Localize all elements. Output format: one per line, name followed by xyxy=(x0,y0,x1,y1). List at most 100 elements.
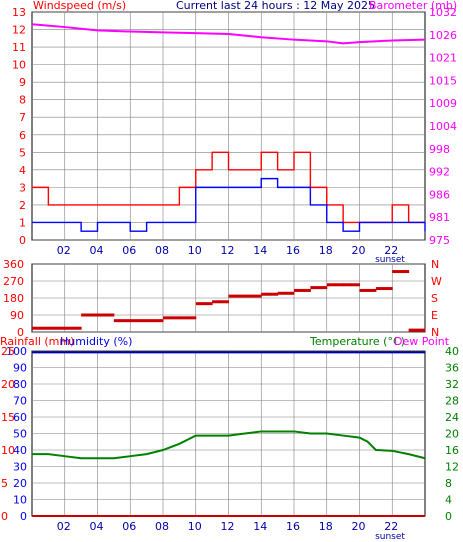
temperature-tick-label: 28 xyxy=(445,395,459,408)
temperature-tick-label: 16 xyxy=(445,444,459,457)
sunset-label-bottom: sunset xyxy=(375,532,405,542)
dir-compass-label: S xyxy=(431,292,438,305)
direction-point xyxy=(146,319,156,323)
direction-point xyxy=(40,326,49,330)
direction-point xyxy=(400,270,410,274)
barometer-tick-label: 992 xyxy=(429,166,450,179)
direction-point xyxy=(171,316,180,320)
humidity-tick-label: 80 xyxy=(13,378,27,391)
windspeed-label: Windspeed (m/s) xyxy=(33,0,126,12)
temperature-label: Temperature (°C) xyxy=(309,335,405,348)
direction-point xyxy=(392,270,401,274)
barometer-tick-label: 1021 xyxy=(429,52,457,65)
direction-point xyxy=(367,288,377,292)
series-group xyxy=(31,23,426,517)
barometer-tick-label: 1032 xyxy=(429,6,457,19)
direction-point xyxy=(236,294,246,298)
barometer-label: Barometer (mb) xyxy=(369,0,457,12)
humidity-tick-label: 100 xyxy=(6,345,27,358)
wind-x-tick-label: 02 xyxy=(57,244,71,257)
direction-point xyxy=(269,292,279,296)
temp-x-tick-label: 20 xyxy=(352,520,366,533)
temperature-tick-label: 20 xyxy=(445,428,459,441)
barometer-tick-label: 975 xyxy=(429,234,450,247)
direction-point xyxy=(253,294,262,298)
rainfall-tick-label: 15 xyxy=(1,411,15,424)
humidity-tick-label: 0 xyxy=(20,510,27,523)
wind-y-tick-label: 9 xyxy=(19,76,26,89)
rainfall-tick-label: 10 xyxy=(1,444,15,457)
direction-point xyxy=(32,326,41,330)
direction-point xyxy=(187,316,197,320)
direction-point xyxy=(105,313,115,317)
dir-compass-label: N xyxy=(431,258,439,271)
direction-point xyxy=(212,300,221,304)
sunset-label-top: sunset xyxy=(375,255,405,265)
wind-y-tick-label: 6 xyxy=(19,129,26,142)
wind-y-tick-label: 1 xyxy=(19,216,26,229)
barometer-tick-label: 1004 xyxy=(429,120,457,133)
direction-point xyxy=(343,283,352,287)
wind-x-tick-label: 18 xyxy=(319,244,333,257)
chart-title: Current last 24 hours : 12 May 2025 xyxy=(176,0,375,12)
direction-point xyxy=(64,326,74,330)
direction-point xyxy=(326,283,336,287)
direction-point xyxy=(408,328,418,332)
temp-x-tick-label: 12 xyxy=(221,520,235,533)
wind-x-tick-label: 20 xyxy=(352,244,366,257)
dir-y-tick-label: 270 xyxy=(3,275,24,288)
direction-point xyxy=(310,286,320,290)
temp-x-tick-label: 22 xyxy=(384,520,398,533)
humidity-tick-label: 70 xyxy=(13,395,27,408)
temp-x-tick-label: 04 xyxy=(90,520,104,533)
wind-x-tick-label: 12 xyxy=(221,244,235,257)
direction-point xyxy=(72,326,82,330)
direction-point xyxy=(163,316,172,320)
direction-point xyxy=(375,287,385,291)
wind-y-tick-label: 0 xyxy=(19,234,26,247)
wind-y-tick-label: 7 xyxy=(19,111,26,124)
wind-y-tick-label: 8 xyxy=(19,94,26,107)
windspeed-series-line xyxy=(32,177,426,232)
wind-x-tick-label: 16 xyxy=(286,244,300,257)
temperature-tick-label: 36 xyxy=(445,362,459,375)
temp-x-tick-label: 18 xyxy=(319,520,333,533)
temp-x-tick-label: 06 xyxy=(122,520,136,533)
barometer-series-line xyxy=(31,23,426,45)
rainfall-tick-label: 0 xyxy=(1,510,8,523)
dir-y-tick-label: 360 xyxy=(3,258,24,271)
wind-x-tick-label: 14 xyxy=(253,244,267,257)
humidity-tick-label: 30 xyxy=(13,461,27,474)
wind-x-tick-label: 06 xyxy=(122,244,136,257)
direction-point xyxy=(244,294,254,298)
wind-y-tick-label: 3 xyxy=(19,181,26,194)
direction-point xyxy=(294,288,303,292)
direction-point xyxy=(285,291,295,295)
direction-point xyxy=(416,328,426,332)
direction-point xyxy=(138,319,148,323)
gust-series-line xyxy=(32,151,425,224)
temp-x-tick-label: 02 xyxy=(57,520,71,533)
wind-y-tick-label: 13 xyxy=(12,6,26,19)
direction-point xyxy=(113,319,123,323)
direction-point xyxy=(130,319,139,323)
axis-ticks: 0123456789101112139759819869929981004100… xyxy=(1,6,459,542)
direction-point xyxy=(81,313,90,317)
humidity-tick-label: 20 xyxy=(13,477,27,490)
direction-point xyxy=(179,316,189,320)
temperature-tick-label: 40 xyxy=(445,345,459,358)
direction-point xyxy=(97,313,107,317)
direction-point xyxy=(122,319,131,323)
temperature-series-line xyxy=(32,430,426,460)
direction-point xyxy=(302,288,311,292)
temperature-tick-label: 0 xyxy=(445,510,452,523)
temperature-tick-label: 12 xyxy=(445,461,459,474)
humidity-label: Humidity (%) xyxy=(60,335,132,348)
humidity-tick-label: 50 xyxy=(13,428,27,441)
barometer-tick-label: 998 xyxy=(429,143,450,156)
temp-x-tick-label: 16 xyxy=(286,520,300,533)
temperature-tick-label: 4 xyxy=(445,494,452,507)
rainfall-tick-label: 25 xyxy=(1,345,15,358)
wind-y-tick-label: 5 xyxy=(19,146,26,159)
